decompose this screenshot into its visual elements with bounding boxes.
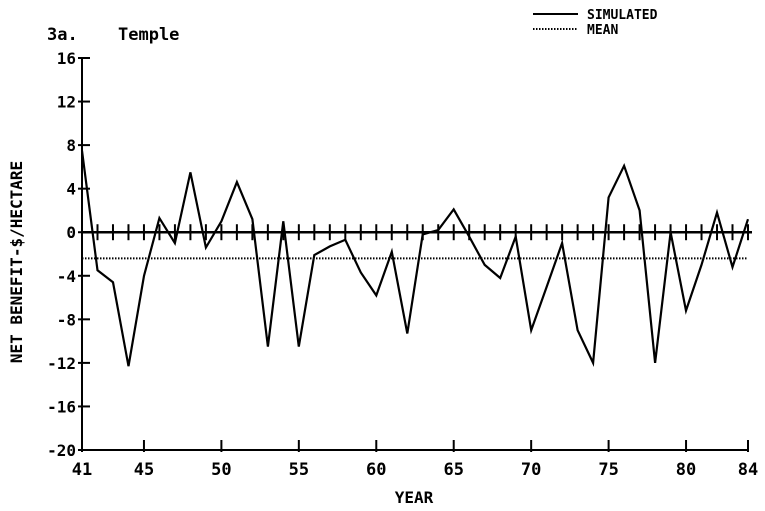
x-tick-label: 70 (521, 460, 541, 480)
y-axis-label: NET BENEFIT-$/HECTARE (7, 161, 26, 363)
y-tick-label: 12 (57, 93, 76, 112)
y-tick-label: 16 (57, 49, 76, 68)
legend: SIMULATED MEAN (533, 8, 658, 38)
x-tick-label: 60 (366, 460, 386, 480)
x-tick-label: 80 (676, 460, 696, 480)
x-axis-label: YEAR (395, 488, 434, 507)
legend-label-mean: MEAN (587, 23, 618, 38)
axes (81, 58, 752, 451)
y-tick-label: 4 (66, 180, 76, 199)
x-tick-label: 75 (598, 460, 618, 480)
chart-title: Temple (118, 25, 179, 45)
y-tick-label: -4 (57, 267, 76, 286)
y-tick-label: -12 (47, 354, 76, 373)
x-tick-label: 45 (134, 460, 154, 480)
x-tick-label: 65 (443, 460, 463, 480)
y-tick-label: 8 (66, 136, 76, 155)
y-tick-label: -8 (57, 310, 76, 329)
series-layer (80, 150, 750, 367)
legend-label-simulated: SIMULATED (587, 8, 658, 23)
y-tick-label: -16 (47, 397, 76, 416)
y-tick-label: 0 (66, 223, 76, 242)
y-tick-label: -20 (47, 441, 76, 460)
x-tick-label: 41 (72, 460, 92, 480)
x-tick-label: 84 (738, 460, 758, 480)
series-line-simulated (80, 150, 750, 367)
x-tick-label: 55 (289, 460, 309, 480)
panel-label: 3a. (47, 25, 78, 45)
x-tick-label: 50 (211, 460, 231, 480)
